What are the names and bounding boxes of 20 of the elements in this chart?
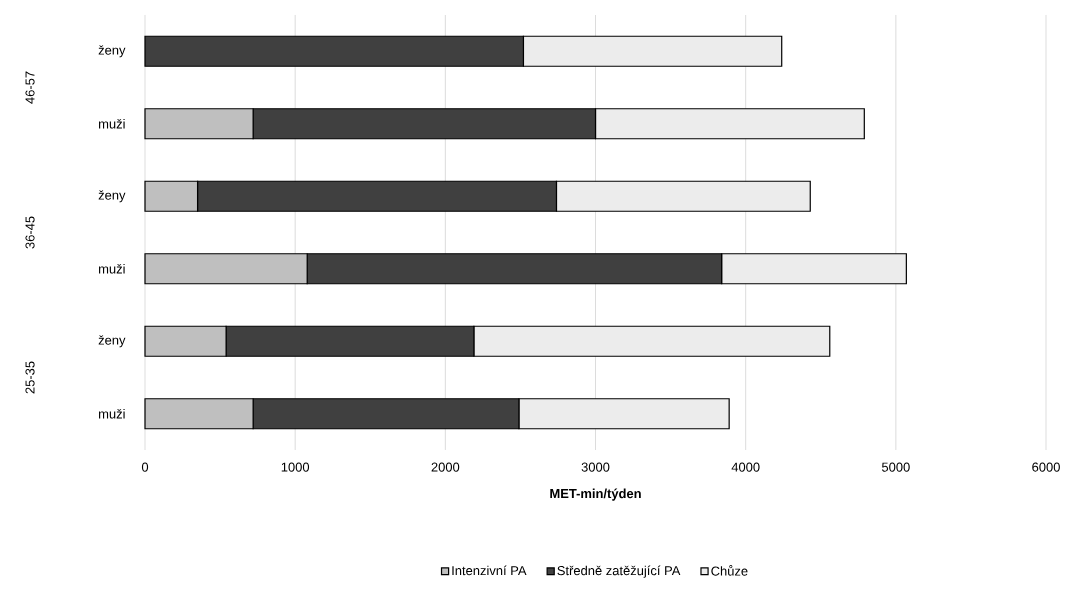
x-axis-title: MET-min/týden: [550, 488, 641, 501]
x-tick-label: 6000: [1032, 462, 1060, 472]
y-tick-label: ženy: [98, 45, 126, 58]
text: 25-35: [25, 361, 35, 394]
x-tick-label: 0: [141, 462, 149, 472]
text: 46-57: [25, 71, 35, 104]
y-tick-label: ženy: [98, 335, 126, 348]
x-tick-label: 1000: [281, 462, 310, 472]
y-tick-label: muži: [99, 263, 125, 274]
legend-label: Intenzivní PA: [452, 565, 527, 576]
x-tick-label: 4000: [731, 462, 760, 472]
legend-label: Středně zatěžující PA: [557, 565, 681, 578]
y-tick-label: muži: [99, 408, 125, 419]
text: 36-45: [25, 216, 35, 249]
y-tick-label: muži: [99, 118, 125, 129]
x-tick-label: 3000: [581, 462, 610, 472]
x-tick-label: 5000: [881, 462, 910, 472]
y-tick-label: ženy: [98, 190, 126, 203]
x-tick-label: 2000: [431, 462, 460, 472]
legend-label: Chůze: [711, 565, 748, 576]
